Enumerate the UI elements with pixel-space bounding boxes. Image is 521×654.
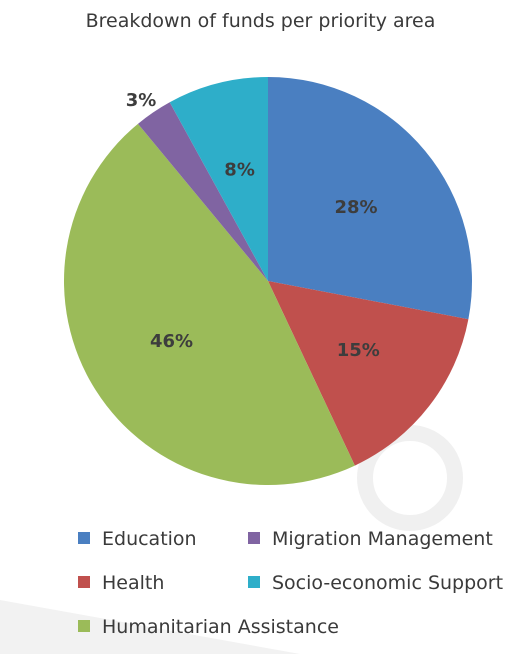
legend-item-migration-management: Migration Management [248, 528, 493, 550]
legend-item-education: Education [78, 528, 197, 550]
decor-ring [357, 425, 463, 531]
legend-swatch-health [78, 575, 90, 588]
legend-swatch-migration-management [248, 531, 260, 544]
decor-triangle [0, 600, 300, 654]
legend-label-socio-economic-support: Socio-economic Support [272, 572, 504, 594]
pie-slice-health [268, 281, 469, 466]
legend-label-migration-management: Migration Management [272, 528, 493, 550]
legend-item-socio-economic-support: Socio-economic Support [248, 572, 503, 594]
legend-label-education: Education [102, 528, 197, 550]
pie-slice-migration-management [137, 102, 268, 282]
pie-labels: 28% 15% 46% 3% 8% [126, 90, 380, 361]
pie-slices [63, 77, 472, 486]
pie-slice-humanitarian-assistance [63, 123, 355, 486]
pie-slice-education [268, 77, 472, 320]
pie-label-socio-economic-support: 8% [224, 159, 255, 180]
pie-label-humanitarian-assistance: 46% [150, 331, 193, 352]
legend-item-health: Health [78, 572, 164, 594]
background-decoration [0, 425, 463, 654]
legend-label-humanitarian-assistance: Humanitarian Assistance [102, 616, 339, 638]
chart-title: Breakdown of funds per priority area [85, 10, 436, 32]
legend-swatch-socio-economic-support [248, 575, 260, 588]
legend-swatch-education [78, 531, 90, 544]
pie-slice-socio-economic-support [169, 77, 268, 281]
pie-label-education: 28% [334, 197, 377, 218]
legend-swatch-humanitarian-assistance [78, 619, 90, 632]
legend-label-health: Health [102, 572, 165, 594]
pie-label-migration-management: 3% [126, 90, 157, 111]
pie-label-health: 15% [337, 340, 380, 361]
legend-item-humanitarian-assistance: Humanitarian Assistance [78, 616, 339, 638]
